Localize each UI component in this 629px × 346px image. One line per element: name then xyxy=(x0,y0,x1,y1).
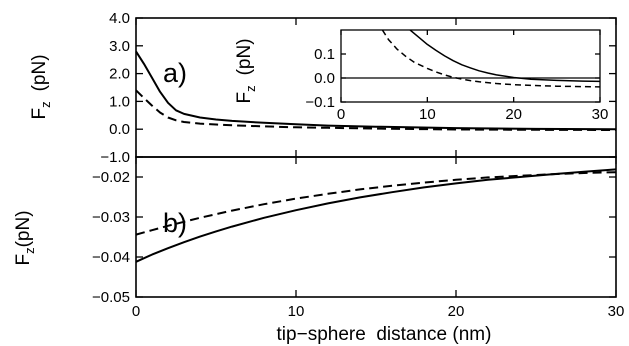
panel-b-y-tick-label: −0.05 xyxy=(92,289,130,306)
panel-a-y-axis-unit: (pN) xyxy=(29,54,50,91)
panel-b-series-solid-line xyxy=(135,168,617,263)
x-axis-title: tip−sphere distance (nm) xyxy=(277,324,492,345)
inset-lines xyxy=(341,30,600,88)
panel-a-y-tick-label: 0.0 xyxy=(109,121,130,138)
panel-a-ticks: −1.0 0.0 1.0 2.0 3.0 4.0 xyxy=(100,10,617,166)
inset-x-tick-label: 30 xyxy=(592,106,609,123)
inset-background xyxy=(341,30,600,102)
inset-y-axis-title: Fz (pN) xyxy=(234,38,258,103)
panel-b-y-tick-label: −0.03 xyxy=(92,209,130,226)
inset-x-tick-label: 20 xyxy=(505,106,522,123)
panel-a-y-axis-symbol: F xyxy=(29,108,50,120)
panel-a-y-axis-title: Fz (pN) xyxy=(29,54,53,119)
panel-b-y-axis-title: Fz(pN) xyxy=(13,210,37,265)
inset-series-dashed-line xyxy=(381,30,600,88)
panel-a-lines xyxy=(135,50,617,131)
panel-a-y-tick-label: 4.0 xyxy=(109,10,130,27)
panel-a-series-dashed-line xyxy=(135,89,617,131)
inset-plot-frame xyxy=(340,29,601,103)
panel-b-x-tick-label: 20 xyxy=(448,303,465,320)
panel-b-x-tick-label: 10 xyxy=(288,303,305,320)
panel-b-ticks: −0.05 −0.04 −0.03 −0.02 0 10 20 30 xyxy=(92,157,624,320)
panel-b-series-dashed-line xyxy=(135,171,617,236)
inset-y-tick-label: 0.1 xyxy=(314,46,335,63)
inset-x-tick-label: 0 xyxy=(337,106,345,123)
panel-b-y-axis-symbol: F xyxy=(13,254,34,266)
inset-x-tick-label: 10 xyxy=(419,106,436,123)
panel-b-y-tick-label: −0.02 xyxy=(92,169,130,186)
inset-curves xyxy=(341,30,600,88)
inset-y-axis-unit: (pN) xyxy=(234,38,255,75)
panel-b-y-tick-label: −0.04 xyxy=(92,249,130,266)
panel-b-plot-frame xyxy=(135,156,617,298)
inset-ticks: −0.1 0.0 0.1 0 10 20 30 xyxy=(305,30,608,123)
inset-y-tick-label: −0.1 xyxy=(305,94,335,111)
inset-y-axis-symbol: F xyxy=(234,92,255,104)
panel-b: −0.05 −0.04 −0.03 −0.02 0 10 20 30 b) Fz(pN) ti… xyxy=(13,156,624,345)
inset-y-tick-label: 0.0 xyxy=(314,70,335,87)
panel-a-y-tick-label: 3.0 xyxy=(109,38,130,55)
panel-b-y-axis-unit: (pN) xyxy=(13,210,34,247)
inset-series-solid-line xyxy=(409,30,600,83)
inset-y-axis-subscript: z xyxy=(243,85,258,92)
panel-b-x-tick-label: 0 xyxy=(132,303,140,320)
panel-a-series-solid-line xyxy=(135,50,617,131)
panel-a-label: a) xyxy=(163,58,187,88)
panel-b-x-tick-label: 30 xyxy=(608,303,625,320)
panel-a-y-tick-label: 1.0 xyxy=(109,93,130,110)
panel-a-inset: −0.1 0.0 0.1 0 10 20 30 Fz (pN) xyxy=(234,29,608,123)
panel-b-y-axis-subscript: z xyxy=(22,247,37,254)
panel-b-label: b) xyxy=(163,208,187,238)
panel-a-y-tick-label: 2.0 xyxy=(109,66,130,83)
panel-a-y-tick-label: −1.0 xyxy=(100,149,130,166)
panel-b-lines xyxy=(135,168,617,263)
panel-a-y-axis-subscript: z xyxy=(38,101,53,108)
